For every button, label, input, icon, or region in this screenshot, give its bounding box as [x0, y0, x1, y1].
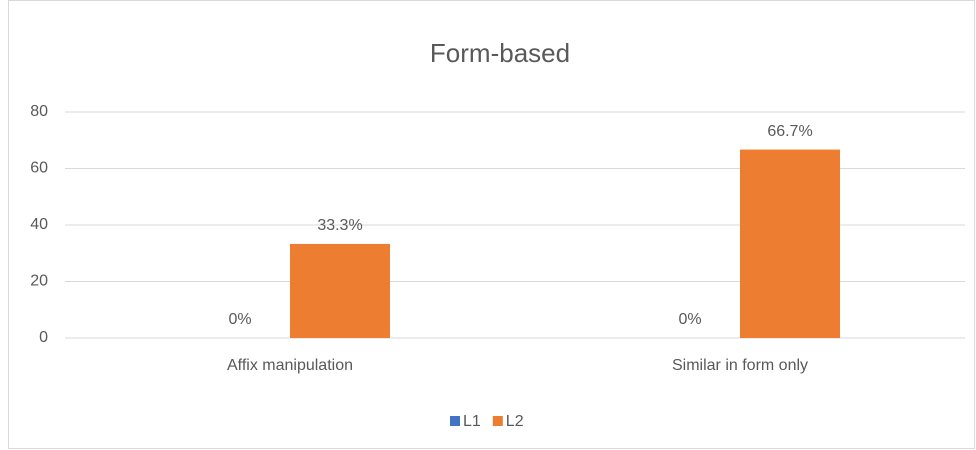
y-tick-label: 80: [30, 103, 48, 120]
x-tick-label: Similar in form only: [672, 357, 808, 374]
legend-swatch: [450, 416, 460, 426]
y-tick-label: 0: [39, 329, 48, 346]
y-tick-label: 60: [30, 160, 48, 177]
data-label: 66.7%: [767, 123, 812, 140]
data-label: 0%: [678, 311, 701, 328]
data-label: 0%: [228, 311, 251, 328]
chart-title: Form-based: [430, 38, 570, 68]
legend-label: L1: [463, 413, 481, 430]
bar: [290, 243, 390, 338]
y-tick-label: 20: [30, 273, 48, 290]
bar: [740, 149, 840, 338]
x-tick-label: Affix manipulation: [227, 357, 353, 374]
data-label: 33.3%: [317, 217, 362, 234]
y-tick-label: 40: [30, 216, 48, 233]
legend-label: L2: [506, 413, 524, 430]
legend-swatch: [492, 416, 503, 426]
